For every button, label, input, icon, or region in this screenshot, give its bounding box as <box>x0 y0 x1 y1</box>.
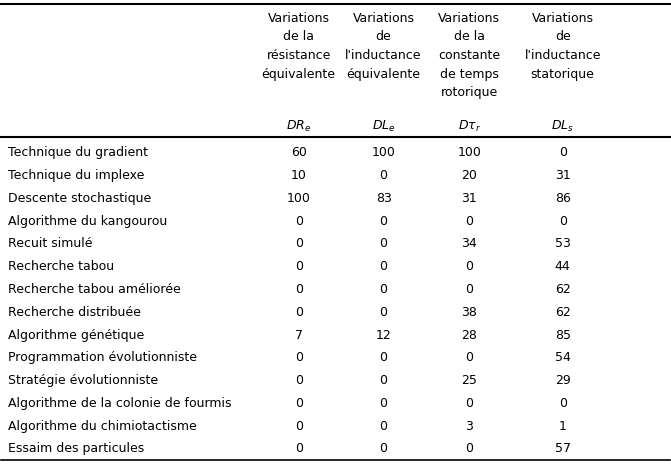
Text: 83: 83 <box>376 192 392 205</box>
Text: 28: 28 <box>461 329 477 342</box>
Text: de: de <box>376 31 391 43</box>
Text: 0: 0 <box>559 147 567 159</box>
Text: $DL_s$: $DL_s$ <box>551 119 574 134</box>
Text: Algorithme de la colonie de fourmis: Algorithme de la colonie de fourmis <box>8 397 231 410</box>
Text: 0: 0 <box>380 397 388 410</box>
Text: Programmation évolutionniste: Programmation évolutionniste <box>8 351 197 364</box>
Text: 100: 100 <box>372 147 395 159</box>
Text: Technique du gradient: Technique du gradient <box>8 147 148 159</box>
Text: Algorithme génétique: Algorithme génétique <box>8 329 144 342</box>
Text: 31: 31 <box>461 192 477 205</box>
Text: $DL_e$: $DL_e$ <box>372 119 395 134</box>
Text: Algorithme du chimiotactisme: Algorithme du chimiotactisme <box>8 420 197 432</box>
Text: 1: 1 <box>559 420 566 432</box>
Text: 0: 0 <box>295 237 303 251</box>
Text: 0: 0 <box>295 442 303 455</box>
Text: 0: 0 <box>465 215 473 228</box>
Text: 12: 12 <box>376 329 391 342</box>
Text: 0: 0 <box>380 260 388 273</box>
Text: 0: 0 <box>559 215 567 228</box>
Text: 31: 31 <box>555 169 570 182</box>
Text: 60: 60 <box>291 147 307 159</box>
Text: 100: 100 <box>287 192 311 205</box>
Text: 0: 0 <box>380 420 388 432</box>
Text: 20: 20 <box>461 169 477 182</box>
Text: 0: 0 <box>380 442 388 455</box>
Text: de la: de la <box>454 31 484 43</box>
Text: Descente stochastique: Descente stochastique <box>8 192 152 205</box>
Text: constante: constante <box>438 49 500 62</box>
Text: 100: 100 <box>457 147 481 159</box>
Text: l'inductance: l'inductance <box>346 49 422 62</box>
Text: équivalente: équivalente <box>262 68 336 81</box>
Text: Recuit simulé: Recuit simulé <box>8 237 93 251</box>
Text: 10: 10 <box>291 169 307 182</box>
Text: statorique: statorique <box>531 68 595 81</box>
Text: résistance: résistance <box>266 49 331 62</box>
Text: l'inductance: l'inductance <box>525 49 601 62</box>
Text: 0: 0 <box>465 351 473 364</box>
Text: 0: 0 <box>295 215 303 228</box>
Text: 0: 0 <box>465 442 473 455</box>
Text: Variations: Variations <box>268 12 329 24</box>
Text: 0: 0 <box>559 397 567 410</box>
Text: rotorique: rotorique <box>441 86 498 100</box>
Text: 0: 0 <box>380 283 388 296</box>
Text: 29: 29 <box>555 374 570 387</box>
Text: 0: 0 <box>295 283 303 296</box>
Text: 25: 25 <box>461 374 477 387</box>
Text: 34: 34 <box>461 237 477 251</box>
Text: 0: 0 <box>465 260 473 273</box>
Text: de: de <box>555 31 570 43</box>
Text: 0: 0 <box>295 374 303 387</box>
Text: 3: 3 <box>465 420 473 432</box>
Text: 0: 0 <box>295 306 303 319</box>
Text: 85: 85 <box>555 329 571 342</box>
Text: Variations: Variations <box>353 12 415 24</box>
Text: 0: 0 <box>380 237 388 251</box>
Text: Technique du implexe: Technique du implexe <box>8 169 144 182</box>
Text: Recherche tabou: Recherche tabou <box>8 260 114 273</box>
Text: 0: 0 <box>380 169 388 182</box>
Text: Recherche distribuée: Recherche distribuée <box>8 306 141 319</box>
Text: 62: 62 <box>555 283 570 296</box>
Text: 86: 86 <box>555 192 570 205</box>
Text: 0: 0 <box>380 306 388 319</box>
Text: 0: 0 <box>380 351 388 364</box>
Text: 0: 0 <box>295 351 303 364</box>
Text: $D\tau_r$: $D\tau_r$ <box>458 119 480 134</box>
Text: Recherche tabou améliorée: Recherche tabou améliorée <box>8 283 180 296</box>
Text: 0: 0 <box>295 397 303 410</box>
Text: 0: 0 <box>465 397 473 410</box>
Text: 0: 0 <box>295 420 303 432</box>
Text: 0: 0 <box>380 374 388 387</box>
Text: 7: 7 <box>295 329 303 342</box>
Text: Stratégie évolutionniste: Stratégie évolutionniste <box>8 374 158 387</box>
Text: 53: 53 <box>555 237 570 251</box>
Text: de la: de la <box>283 31 314 43</box>
Text: 57: 57 <box>555 442 571 455</box>
Text: Variations: Variations <box>438 12 500 24</box>
Text: 0: 0 <box>380 215 388 228</box>
Text: équivalente: équivalente <box>347 68 421 81</box>
Text: Algorithme du kangourou: Algorithme du kangourou <box>8 215 167 228</box>
Text: Essaim des particules: Essaim des particules <box>8 442 144 455</box>
Text: $DR_e$: $DR_e$ <box>286 119 311 134</box>
Text: 54: 54 <box>555 351 570 364</box>
Text: 0: 0 <box>295 260 303 273</box>
Text: 0: 0 <box>465 283 473 296</box>
Text: 44: 44 <box>555 260 570 273</box>
Text: de temps: de temps <box>440 68 499 81</box>
Text: Variations: Variations <box>531 12 594 24</box>
Text: 38: 38 <box>461 306 477 319</box>
Text: 62: 62 <box>555 306 570 319</box>
